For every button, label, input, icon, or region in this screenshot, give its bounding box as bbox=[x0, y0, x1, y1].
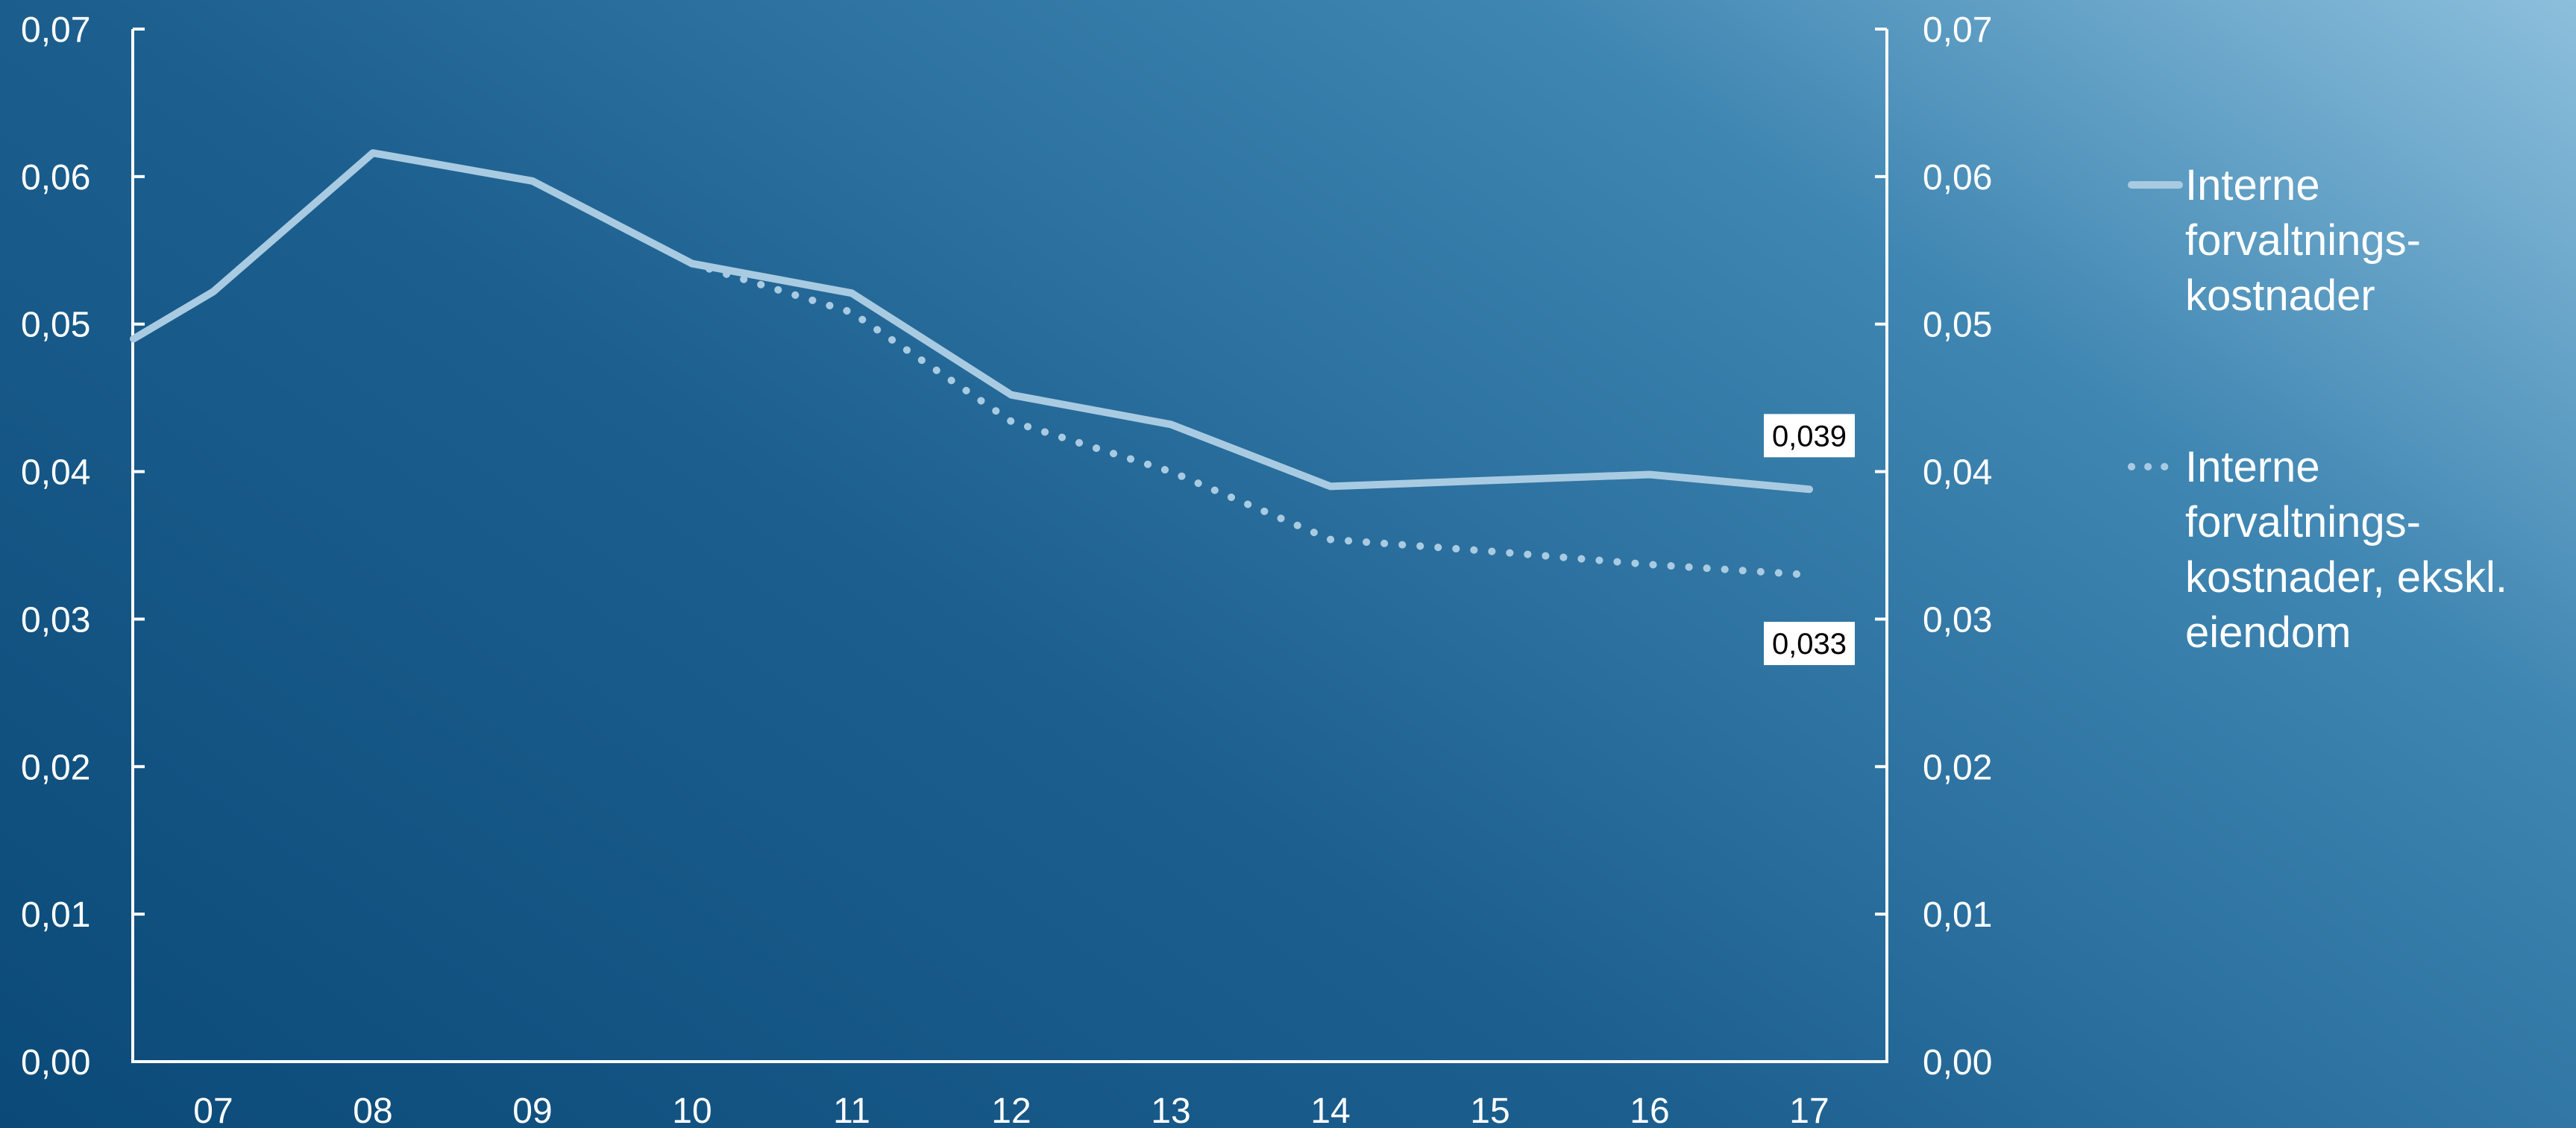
legend-entry-line: kostnader, ekskl. bbox=[2185, 553, 2507, 602]
right-y-tick-label: 0,06 bbox=[1923, 158, 1992, 198]
legend-entry-line: kostnader bbox=[2185, 271, 2375, 320]
left-y-tick-label: 0,07 bbox=[21, 10, 90, 50]
left-y-tick-label: 0,03 bbox=[21, 600, 90, 640]
right-y-tick-label: 0,07 bbox=[1923, 10, 1992, 50]
right-y-tick-label: 0,00 bbox=[1923, 1043, 1992, 1083]
data-label-box bbox=[1764, 622, 1855, 666]
series-line-ekskl-eiendom bbox=[688, 259, 1813, 579]
x-tick-label: 15 bbox=[1470, 1091, 1510, 1128]
x-tick-label: 11 bbox=[833, 1091, 870, 1128]
legend-entry-line: Interne bbox=[2185, 161, 2320, 209]
legend-entry-line: forvaltnings- bbox=[2185, 216, 2421, 265]
data-label: 0,033 bbox=[1772, 628, 1847, 661]
x-tick-label: 13 bbox=[1151, 1091, 1190, 1128]
right-y-tick-label: 0,03 bbox=[1923, 600, 1992, 640]
legend-entry-line: forvaltnings- bbox=[2185, 498, 2421, 546]
legend-entry-line: eiendom bbox=[2185, 608, 2351, 657]
data-label-box bbox=[1764, 414, 1855, 458]
x-tick-label: 17 bbox=[1789, 1091, 1829, 1128]
data-label: 0,039 bbox=[1772, 420, 1847, 453]
right-y-tick-label: 0,04 bbox=[1923, 453, 1992, 493]
left-y-tick-label: 0,02 bbox=[21, 748, 90, 787]
legend-entry-line: Interne bbox=[2185, 443, 2320, 491]
legend-entry: Interne forvaltnings-kostnader, ekskl. eie… bbox=[2185, 443, 2507, 657]
left-y-tick-label: 0,06 bbox=[21, 158, 90, 198]
x-tick-label: 08 bbox=[353, 1091, 392, 1128]
x-tick-label: 14 bbox=[1310, 1091, 1350, 1128]
right-y-tick-label: 0,02 bbox=[1923, 748, 1992, 787]
x-tick-label: 16 bbox=[1630, 1091, 1669, 1128]
right-y-tick-label: 0,01 bbox=[1923, 895, 1992, 935]
x-tick-label: 09 bbox=[512, 1091, 552, 1128]
left-y-tick-label: 0,05 bbox=[21, 306, 90, 345]
left-y-tick-label: 0,00 bbox=[21, 1043, 90, 1083]
x-tick-label: 12 bbox=[991, 1091, 1031, 1128]
x-tick-label: 07 bbox=[193, 1091, 233, 1128]
x-tick-label: 10 bbox=[672, 1091, 711, 1128]
left-y-tick-label: 0,01 bbox=[21, 895, 90, 935]
legend-entry: Interne forvaltnings-kostnader bbox=[2185, 161, 2421, 320]
left-y-tick-label: 0,04 bbox=[21, 453, 90, 493]
right-y-tick-label: 0,05 bbox=[1923, 306, 1992, 345]
series-line-interne-forvaltningskostnader bbox=[130, 149, 1813, 494]
